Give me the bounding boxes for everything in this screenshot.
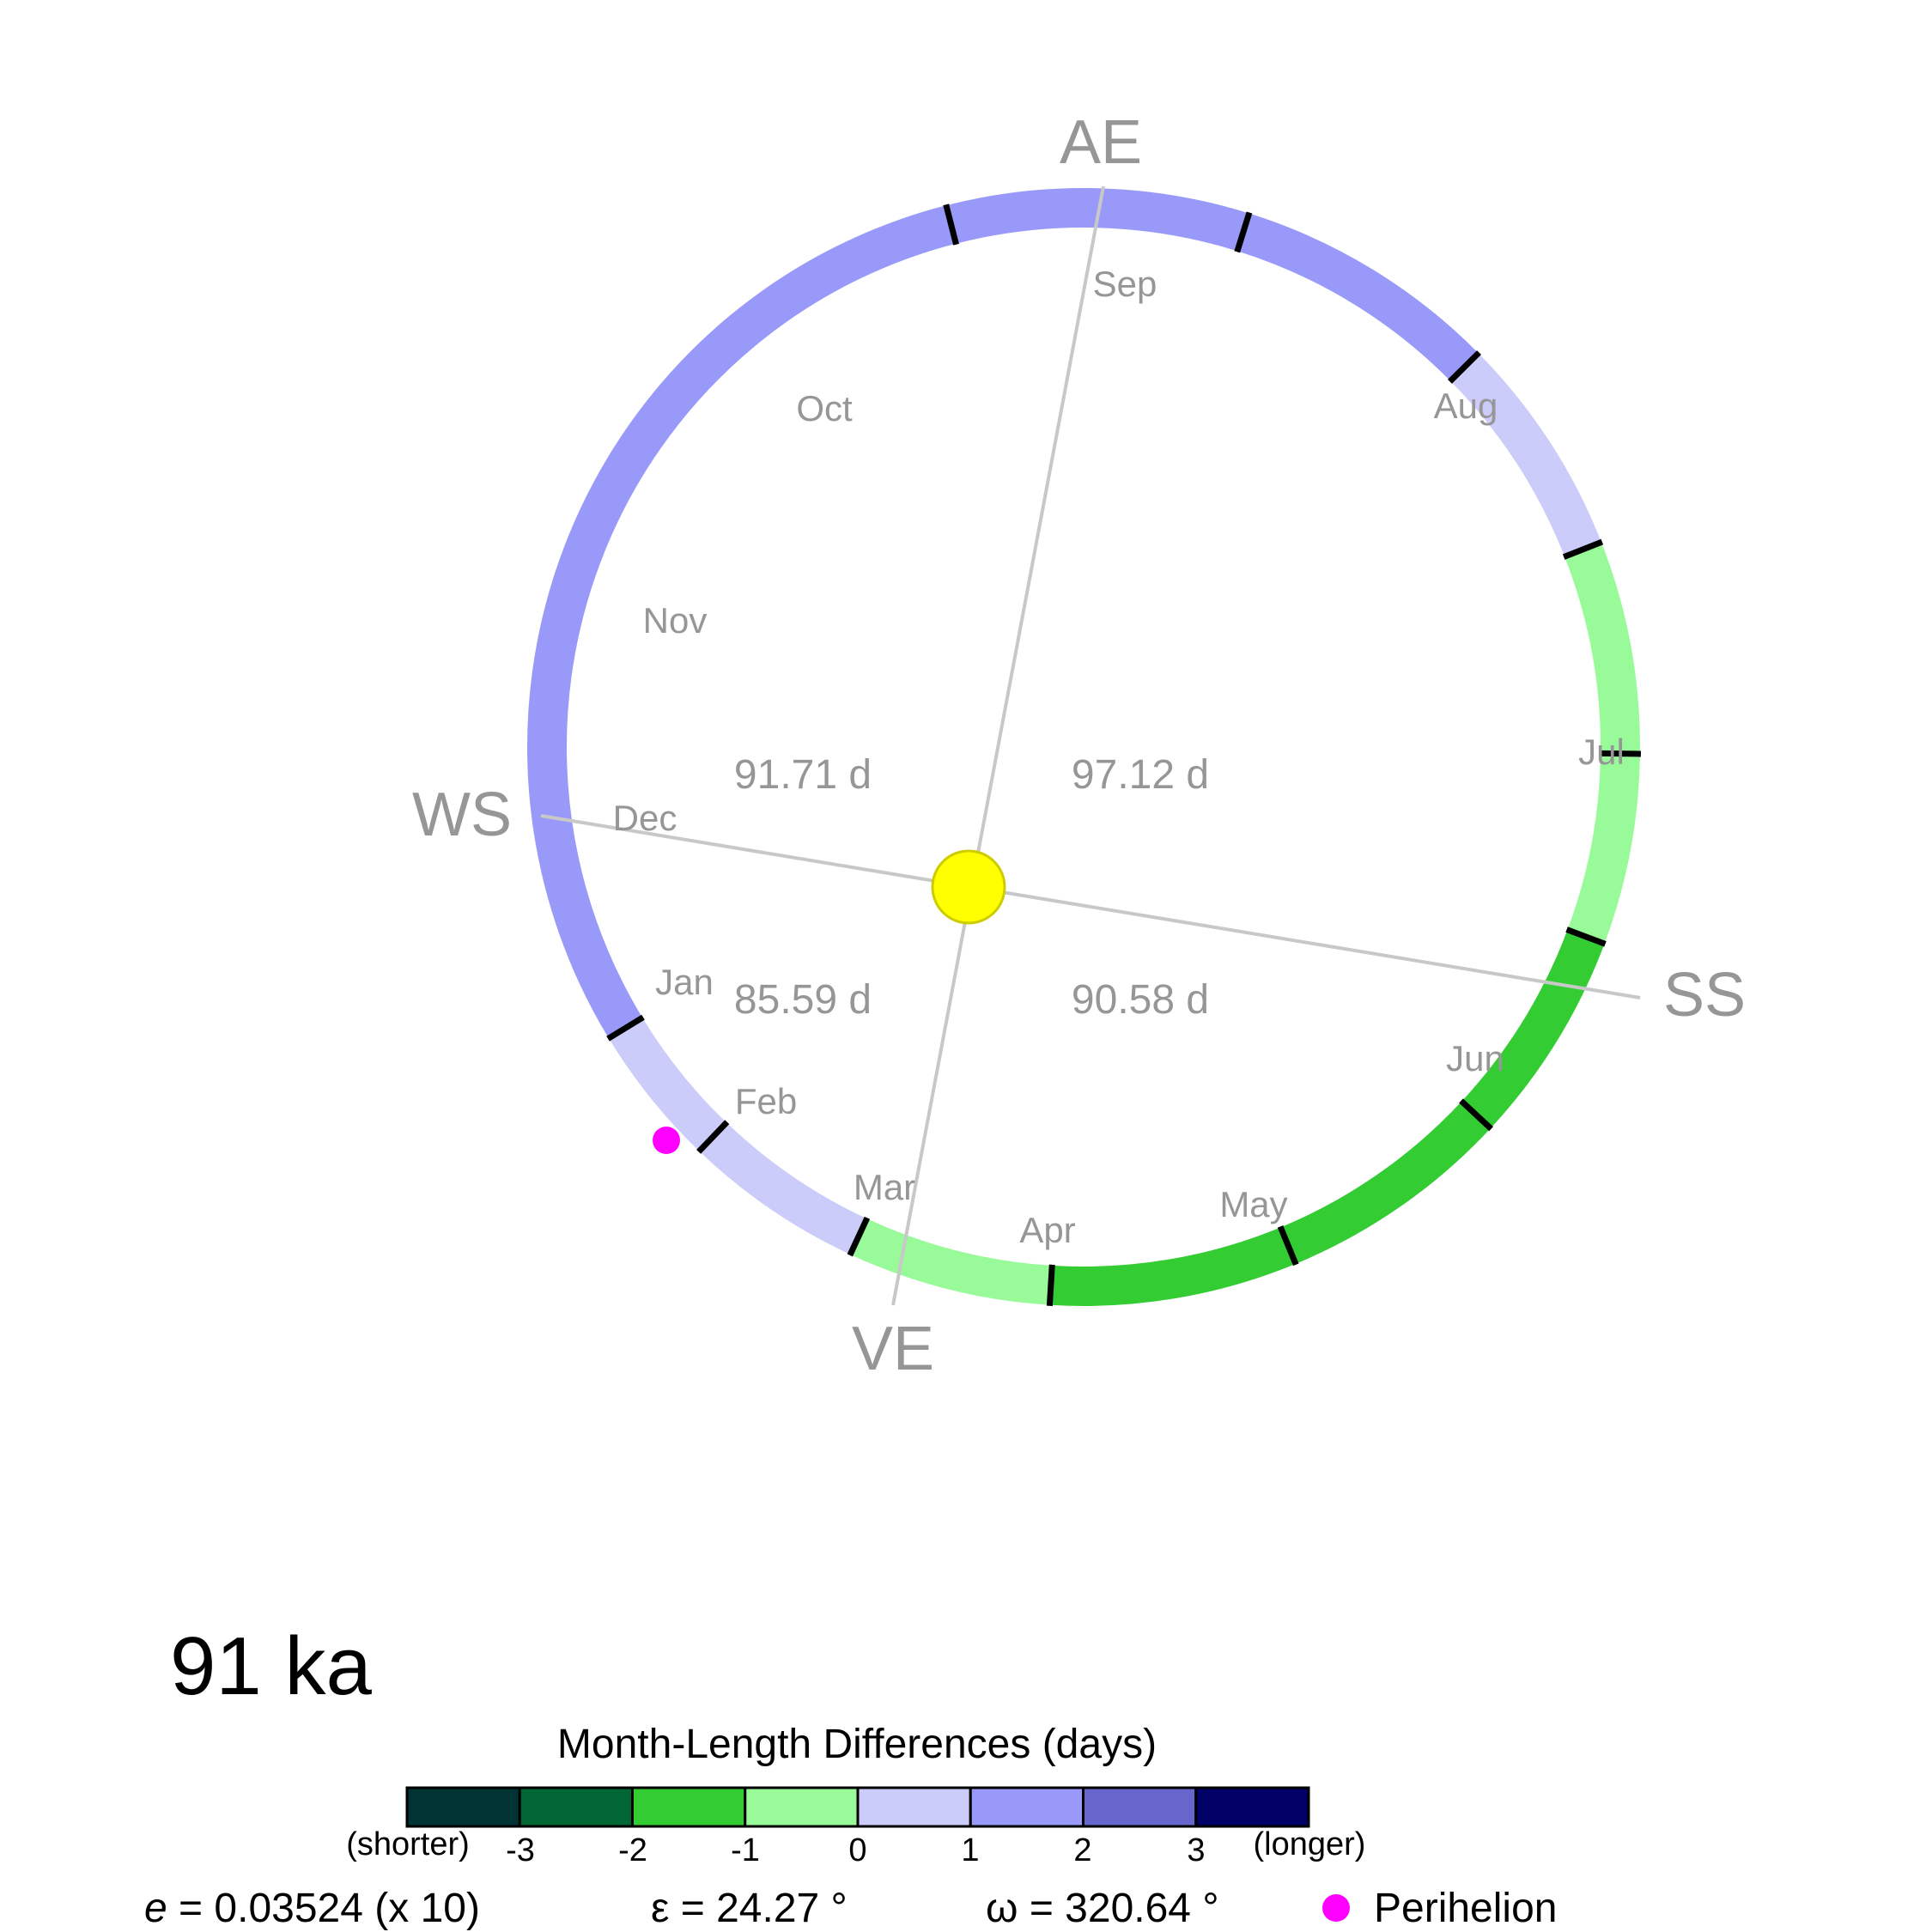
month-label-oct: Oct [796,388,853,428]
param-precession: ω = 320.64 ° [986,1886,1219,1931]
month-label-nov: Nov [643,600,708,641]
month-boundary-tick [696,1120,730,1154]
month-arc-feb [1461,929,1605,1128]
solstice-axis [540,814,1641,999]
month-label-jul: Jul [1578,732,1625,772]
time-label: 91 ka [170,1620,372,1712]
month-label-apr: Apr [1019,1210,1075,1250]
perihelion-marker [653,1127,680,1154]
month-arc-jun [699,1122,867,1255]
month-label-mar: Mar [854,1167,915,1207]
month-boundary-tick [847,1216,871,1257]
month-label-jan: Jan [655,962,714,1002]
legend-swatch [518,1786,634,1828]
month-arc-dec [1564,542,1640,754]
month-arc-jul [608,1018,727,1151]
perihelion-legend-dot [1322,1894,1350,1922]
perihelion-legend-label: Perihelion [1374,1886,1557,1931]
legend-tick-labels: -3 -2 -1 0 1 2 3 [506,1832,1205,1868]
duration-ve-ws: 85.59 d [734,977,872,1023]
legend-frame [405,1786,1310,1828]
legend-tick: -3 [506,1832,535,1868]
month-labels: Sep Oct Nov Dec Jan Feb Mar Apr May Jun … [613,264,1625,1250]
month-boundary-tick [1599,750,1641,757]
month-label-dec: Dec [613,798,677,838]
season-label-ss: SS [1663,961,1746,1030]
month-label-feb: Feb [735,1081,797,1121]
legend-swatch [969,1786,1084,1828]
legend-title: Month-Length Differences (days) [557,1722,1157,1767]
legend-longer: (longer) [1254,1826,1366,1862]
month-label-aug: Aug [1434,386,1498,426]
legend-colorbar [405,1786,1310,1828]
equinox-axis [891,185,1105,1306]
legend-tick: 2 [1073,1832,1091,1868]
eccentricity-symbol: e [144,1886,167,1931]
param-obliquity: ε = 24.27 ° [651,1886,848,1931]
month-boundary-tick [1565,927,1607,947]
month-boundary-ticks [606,204,1641,1306]
month-boundary-tick [1459,1098,1494,1132]
month-arc-mar [1280,1101,1491,1264]
param-eccentricity: e = 0.03524 (x 10) [144,1886,480,1931]
legend-swatch [405,1786,521,1828]
legend-swatch [856,1786,972,1828]
month-boundary-tick [606,1014,645,1042]
month-ring [527,188,1640,1306]
month-label-may: May [1219,1184,1287,1224]
month-boundary-tick [1562,538,1604,560]
month-arc-may [850,1218,1053,1305]
month-boundary-tick [943,204,959,246]
month-arc-apr [1049,1227,1296,1306]
eccentricity-value: = 0.03524 (x 10) [167,1886,480,1931]
legend-shorter: (shorter) [346,1826,470,1862]
duration-ae-ss: 97.12 d [1072,752,1209,798]
legend-swatch [1082,1786,1198,1828]
legend-tick: -2 [618,1832,647,1868]
season-label-ve: VE [852,1315,934,1383]
month-label-sep: Sep [1093,264,1157,304]
month-boundary-tick [1046,1264,1055,1306]
season-label-ws: WS [412,781,512,849]
sun [931,849,1006,925]
legend-swatch [744,1786,860,1828]
month-boundary-tick [1447,350,1481,384]
month-boundary-tick [1277,1225,1299,1267]
legend-swatch [631,1786,747,1828]
month-arc-aug [527,205,957,1039]
legend-tick: -1 [731,1832,760,1868]
legend-tick: 1 [961,1832,979,1868]
duration-ss-ve: 90.58 d [1072,977,1209,1023]
month-label-jun: Jun [1446,1038,1504,1078]
legend-swatch [1194,1786,1310,1828]
month-arc-oct [1236,213,1479,381]
legend-tick: 0 [848,1832,866,1868]
duration-ws-ae: 91.71 d [734,752,872,798]
legend-tick: 3 [1187,1832,1205,1868]
month-boundary-tick [1234,211,1253,253]
season-label-ae: AE [1060,108,1142,177]
month-arc-nov [1450,353,1601,557]
month-arc-jan [1567,753,1640,945]
